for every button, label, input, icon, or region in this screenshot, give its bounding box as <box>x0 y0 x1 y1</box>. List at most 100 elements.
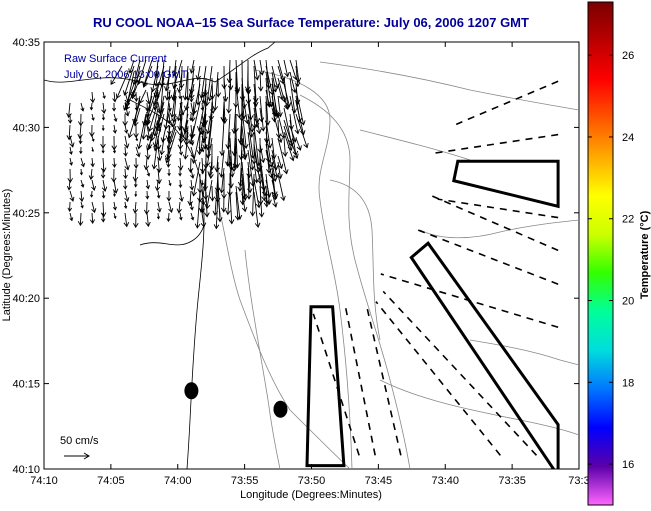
current-vector <box>295 89 306 126</box>
current-vector <box>214 155 220 173</box>
current-vector <box>241 89 250 125</box>
current-vector <box>253 179 262 209</box>
current-vector <box>275 119 282 139</box>
current-vector <box>227 71 234 91</box>
current-vector <box>101 146 105 154</box>
current-vector <box>219 167 225 194</box>
current-vector <box>145 95 159 126</box>
current-vector <box>183 119 189 135</box>
current-vector <box>204 191 210 218</box>
current-vector <box>200 212 207 228</box>
current-vector <box>89 212 96 224</box>
current-vector <box>66 179 72 191</box>
current-vector <box>234 77 241 95</box>
current-vector <box>160 107 171 143</box>
current-vector <box>91 179 97 191</box>
current-vector <box>123 179 128 190</box>
current-vector <box>67 201 73 212</box>
current-vector <box>241 125 248 159</box>
y-tick-label: 40:25 <box>12 208 40 220</box>
current-vector <box>188 65 195 95</box>
current-vector <box>124 124 129 134</box>
current-vector <box>145 190 150 200</box>
current-vector <box>69 146 73 155</box>
current-vector <box>101 102 107 114</box>
current-vector <box>153 71 160 87</box>
current-vector <box>142 65 153 88</box>
current-vector <box>178 125 184 144</box>
current-vector <box>66 124 73 141</box>
current-vector <box>191 83 201 115</box>
colorbar-label: Temperature (°C) <box>639 210 651 299</box>
current-vector <box>167 168 171 177</box>
bathymetry-contours <box>214 61 579 469</box>
chart-title: RU COOL NOAA–15 Sea Surface Temperature:… <box>93 15 529 30</box>
current-vector <box>90 91 96 104</box>
current-vector <box>271 179 279 200</box>
current-vector <box>112 146 117 154</box>
current-vector <box>113 190 116 197</box>
current-vector <box>199 65 207 100</box>
dashed-ray <box>382 290 538 456</box>
y-tick-label: 40:20 <box>12 293 40 305</box>
current-vector <box>283 59 290 78</box>
current-vector <box>143 157 150 171</box>
scale-arrow <box>64 452 90 460</box>
current-vector <box>209 185 216 202</box>
current-vector <box>77 124 83 140</box>
current-vector <box>259 167 267 192</box>
current-vector <box>146 135 150 142</box>
current-vector <box>228 191 235 225</box>
current-vector <box>277 173 286 202</box>
current-vector <box>124 190 130 203</box>
current-vector <box>258 71 264 92</box>
current-vector <box>271 149 279 171</box>
current-vector <box>136 113 147 150</box>
current-vector <box>191 161 201 197</box>
current-vector <box>178 179 183 189</box>
x-tick-label: 73:55 <box>231 475 259 487</box>
current-vector <box>147 131 153 149</box>
current-vector <box>259 95 266 132</box>
x-axis-label: Longitude (Degrees:Minutes) <box>240 489 382 501</box>
current-vector <box>190 101 201 139</box>
current-vector <box>253 101 262 135</box>
colorbar <box>587 1 614 506</box>
current-vector <box>251 113 258 130</box>
dashed-ray <box>312 313 360 456</box>
current-vector <box>135 146 141 158</box>
current-vector <box>101 179 108 192</box>
current-vector <box>156 157 162 174</box>
current-vector <box>100 157 107 173</box>
current-vector <box>168 179 172 187</box>
current-vector <box>67 113 73 124</box>
current-vector <box>213 191 220 230</box>
dashed-ray <box>431 195 559 252</box>
current-vector <box>277 77 287 103</box>
legend-line1: Raw Surface Current <box>64 53 167 65</box>
current-vector <box>123 201 128 209</box>
current-vector <box>187 190 193 207</box>
current-vector <box>123 146 128 157</box>
current-vector <box>77 212 84 227</box>
current-vector <box>232 143 239 169</box>
current-vector <box>112 124 117 134</box>
current-vector <box>132 168 139 182</box>
station-marker <box>184 382 199 400</box>
dashed-ray <box>375 301 501 456</box>
y-tick-label: 40:35 <box>12 37 40 49</box>
current-vector <box>166 190 172 202</box>
current-vector <box>134 71 141 84</box>
y-axis-label: Latitude (Degrees:Minutes) <box>1 189 13 322</box>
current-vector <box>112 179 119 194</box>
current-vector <box>277 137 289 175</box>
current-vector <box>113 212 117 220</box>
current-vector <box>156 212 161 220</box>
current-vector <box>253 191 261 228</box>
dashed-ray <box>455 80 559 126</box>
x-tick-label: 74:05 <box>97 475 125 487</box>
x-tick-label: 73:3 <box>568 475 589 487</box>
current-vector <box>215 77 222 98</box>
coast-inlet <box>139 224 205 246</box>
current-vector <box>178 190 184 202</box>
